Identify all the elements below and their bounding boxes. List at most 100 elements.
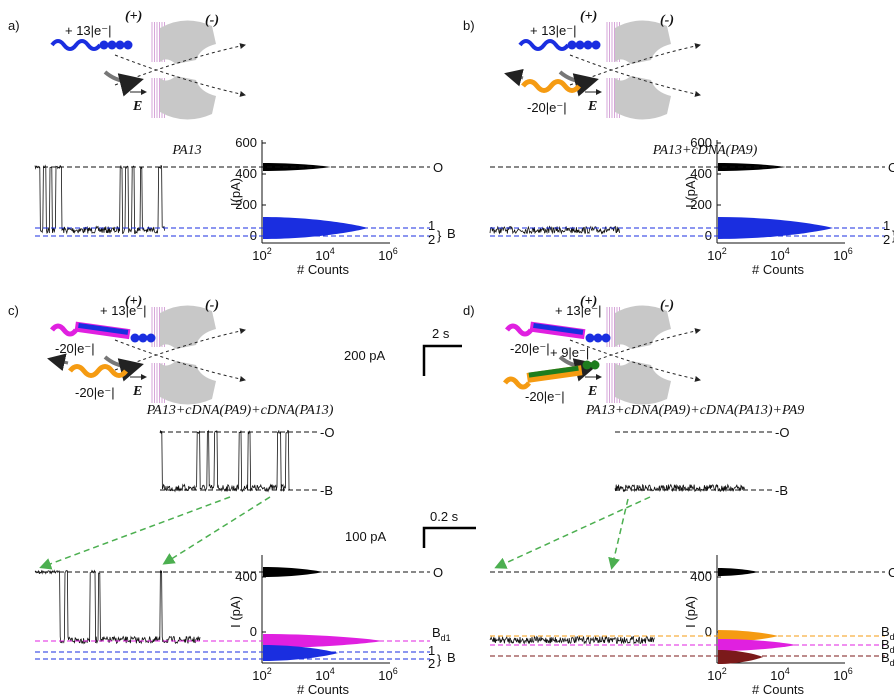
current-trace — [34, 164, 165, 235]
x-tick-label-base: 10 — [833, 248, 847, 263]
y-tick-label: 200 — [690, 197, 712, 212]
x-tick-label-exp: 6 — [393, 666, 398, 676]
level-label: O — [888, 160, 894, 175]
charge: + 9|e⁻| — [550, 345, 589, 360]
level-label: 1 — [428, 218, 435, 233]
pore-upper — [160, 20, 216, 64]
scale-time: 2 s — [432, 326, 450, 341]
y-axis-label: I (pA) — [683, 596, 698, 628]
move-arrow — [504, 68, 524, 87]
bead — [583, 40, 593, 50]
flow-arrow — [569, 54, 701, 97]
flow-arrow — [114, 339, 246, 382]
panel-label: b) — [463, 18, 475, 33]
y-tick-label: 400 — [690, 166, 712, 181]
x-tick-label: 102 — [707, 666, 726, 683]
x-axis-label: # Counts — [297, 262, 350, 277]
level-label: Bd1 — [432, 625, 451, 643]
x-tick-label-base: 10 — [378, 668, 392, 683]
x-tick-label-base: 10 — [770, 668, 784, 683]
level-label: 2 — [428, 232, 435, 247]
histogram-shape — [718, 568, 758, 576]
pore-sign: (+) — [580, 9, 597, 24]
duplex — [533, 322, 584, 335]
panel-label: a) — [8, 18, 20, 33]
x-tick-label-exp: 6 — [848, 666, 853, 676]
pore-sign: (-) — [660, 298, 674, 313]
histogram-shape — [718, 217, 833, 239]
x-tick-label: 104 — [770, 666, 789, 683]
level-label: -O — [775, 425, 789, 440]
charge: -20|e⁻| — [55, 341, 95, 356]
cdna — [505, 323, 533, 337]
move-arrow — [103, 355, 144, 382]
histogram-shape — [263, 645, 338, 661]
x-tick-label-base: 10 — [378, 248, 392, 263]
flow-arrow — [569, 339, 701, 382]
peptide — [518, 39, 570, 51]
level-label-main: B — [881, 637, 890, 652]
y-axis-label: I(pA) — [228, 178, 243, 206]
x-tick-label-exp: 6 — [848, 246, 853, 256]
level-label-sub: d1 — [441, 633, 451, 643]
move-arrow — [558, 70, 599, 97]
histogram-shape — [718, 163, 786, 171]
y-tick-label: 400 — [235, 569, 257, 584]
level-label: 2 — [428, 656, 435, 671]
bead — [115, 40, 125, 50]
cdna — [50, 323, 78, 337]
pore-lower — [615, 76, 671, 120]
x-tick-label-base: 10 — [833, 668, 847, 683]
bead — [567, 40, 577, 50]
flow-arrow — [114, 54, 246, 97]
y-tick-label: 0 — [250, 624, 257, 639]
trace-title: PA13+cDNA(PA9) — [652, 143, 758, 158]
x-tick-label-exp: 6 — [393, 246, 398, 256]
histogram-shape — [263, 163, 331, 171]
pore-sign: (+) — [125, 294, 142, 309]
pore-upper — [160, 305, 216, 349]
level-brace: } — [437, 228, 442, 243]
charge: + 13|e⁻| — [555, 303, 602, 318]
x-tick-label: 104 — [770, 246, 789, 263]
y-axis-label: I (pA) — [683, 176, 698, 208]
current-trace — [489, 225, 620, 235]
trace-title: PA13+cDNA(PA9)+cDNA(PA13) — [146, 403, 334, 418]
level-label-sub: d — [890, 645, 894, 655]
pore-sign: (+) — [125, 9, 142, 24]
x-tick-label-base: 10 — [252, 668, 266, 683]
x-tick-label-exp: 4 — [330, 246, 335, 256]
level-label: B — [447, 226, 456, 241]
bead — [138, 333, 148, 343]
pore-upper — [615, 305, 671, 349]
charge: + 13|e⁻| — [100, 303, 147, 318]
x-tick-label: 104 — [315, 666, 334, 683]
x-tick-label: 106 — [833, 246, 852, 263]
level-label-main: B — [432, 625, 441, 640]
flow-arrow — [114, 43, 246, 86]
level-label-main: B — [881, 624, 890, 639]
y-tick-label: 600 — [235, 135, 257, 150]
field-label: E — [132, 99, 142, 114]
x-tick-label-base: 10 — [770, 248, 784, 263]
y-tick-label: 400 — [235, 166, 257, 181]
x-tick-label-base: 10 — [315, 668, 329, 683]
x-tick-label-exp: 4 — [785, 246, 790, 256]
zoom-arrow — [608, 498, 629, 570]
zoom-arrow — [494, 496, 651, 569]
pore-sign: (+) — [580, 294, 597, 309]
x-tick-label-base: 10 — [252, 248, 266, 263]
level-label: O — [433, 565, 443, 580]
x-tick-label: 106 — [378, 246, 397, 263]
flow-arrow — [569, 328, 701, 371]
x-axis-label: # Counts — [297, 682, 350, 696]
level-brace: } — [892, 228, 894, 243]
scale-bar — [422, 344, 462, 376]
flow-arrow — [569, 43, 701, 86]
x-tick-label-exp: 2 — [722, 666, 727, 676]
peptide — [50, 39, 102, 51]
pore-lower — [160, 76, 216, 120]
level-label: O — [433, 160, 443, 175]
field-label: E — [587, 384, 597, 399]
charge: -20|e⁻| — [75, 385, 115, 400]
